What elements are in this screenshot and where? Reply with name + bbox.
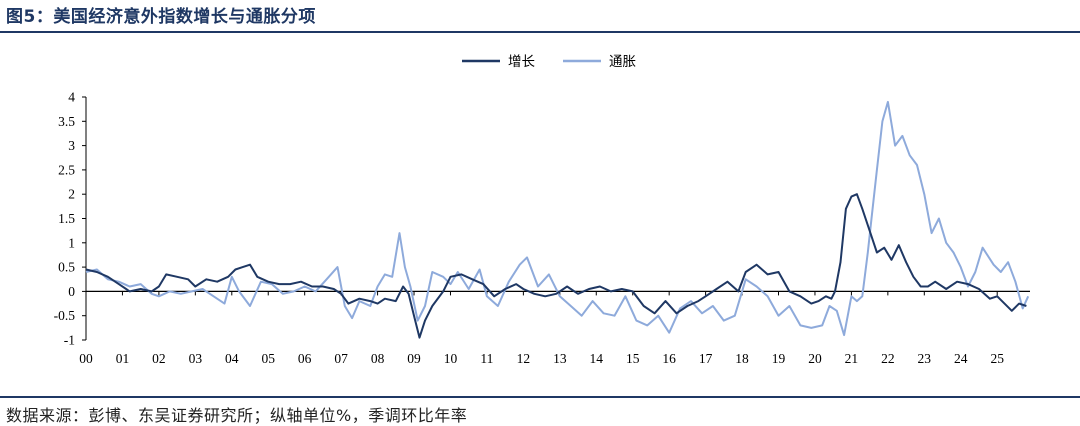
y-tick-label: 0 xyxy=(68,284,75,299)
x-tick-label: 06 xyxy=(298,351,312,366)
x-tick-label: 13 xyxy=(553,351,567,366)
y-tick-label: 1 xyxy=(68,235,75,250)
legend-label-growth: 增长 xyxy=(508,54,536,70)
x-tick-label: 25 xyxy=(990,351,1004,366)
x-tick-label: 15 xyxy=(626,351,640,366)
x-tick-label: 12 xyxy=(517,351,531,366)
x-tick-label: 09 xyxy=(407,351,421,366)
x-tick-label: 05 xyxy=(261,351,275,366)
series-line-inflation xyxy=(85,100,1030,337)
x-tick-label: 18 xyxy=(735,351,749,366)
x-tick-label: 08 xyxy=(371,351,385,366)
x-tick-label: 17 xyxy=(699,351,713,366)
y-tick-label: 0.5 xyxy=(58,260,75,275)
x-tick-label: 16 xyxy=(662,351,676,366)
y-tick-label: 2.5 xyxy=(58,162,75,177)
x-tick-label: 14 xyxy=(590,351,604,366)
x-tick-label: 01 xyxy=(116,351,130,366)
x-tick-label: 11 xyxy=(480,351,493,366)
source-rule xyxy=(0,396,1080,398)
x-tick-label: 02 xyxy=(152,351,166,366)
y-tick-label: 3 xyxy=(68,138,75,153)
figure-title: 图5：美国经济意外指数增长与通胀分项 xyxy=(6,7,316,27)
chart-axes: 4 3.5 3 2.5 2 1.5 1 0.5 0 -0.5 -1 00 01 02 03 04 05 06 07 0… xyxy=(54,90,1030,366)
x-tick-label: 04 xyxy=(225,351,239,366)
y-tick-label: 3.5 xyxy=(58,114,75,129)
x-tick-label: 23 xyxy=(918,351,932,366)
y-tick-label: -0.5 xyxy=(54,308,76,323)
chart-series xyxy=(85,100,1030,339)
x-tick-label: 10 xyxy=(444,351,458,366)
x-tick-label: 24 xyxy=(954,351,968,366)
y-tick-label: 1.5 xyxy=(58,211,75,226)
y-tick-label: -1 xyxy=(64,333,75,348)
x-tick-label: 00 xyxy=(79,351,93,366)
legend-label-inflation: 通胀 xyxy=(609,54,637,70)
x-tick-label: 07 xyxy=(334,351,348,366)
chart-legend: 增长 通胀 xyxy=(462,54,637,70)
series-line-growth xyxy=(85,193,1027,339)
x-tick-label: 20 xyxy=(808,351,822,366)
y-tick-label: 4 xyxy=(68,90,75,105)
figure-source: 数据来源：彭博、东吴证券研究所；纵轴单位%，季调环比年率 xyxy=(6,406,468,425)
x-tick-label: 03 xyxy=(189,351,203,366)
x-tick-label: 22 xyxy=(881,351,895,366)
x-tick-label: 21 xyxy=(845,351,859,366)
x-tick-label: 19 xyxy=(772,351,786,366)
y-tick-label: 2 xyxy=(68,187,75,202)
title-rule xyxy=(0,31,1080,33)
line-chart: 增长 通胀 4 3.5 3 2.5 2 1.5 1 0.5 0 -0.5 -1 00 01 02 03 04 05… xyxy=(54,54,1030,366)
